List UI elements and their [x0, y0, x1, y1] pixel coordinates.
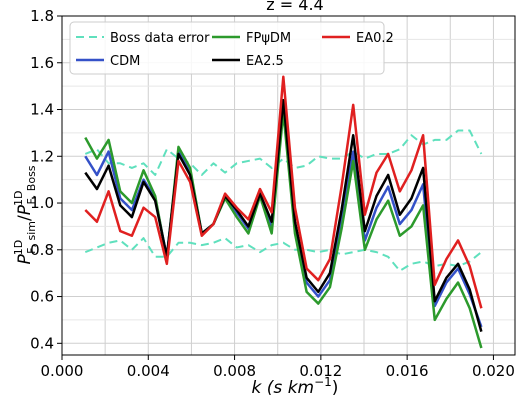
- y-tick-label: 1.4: [30, 101, 54, 119]
- legend-label: EA2.5: [246, 54, 284, 69]
- x-axis-label-post: ): [332, 378, 339, 398]
- y-axis-label-num-sub: F, sim: [25, 221, 38, 254]
- x-tick-label: 0.008: [213, 362, 256, 380]
- y-axis-label-den: P: [15, 204, 35, 215]
- series-line: [84, 237, 482, 272]
- y-tick-label: 1.2: [30, 147, 54, 165]
- x-tick-label: 0.016: [386, 362, 429, 380]
- y-tick-label: 0.8: [30, 241, 54, 259]
- legend-label: Boss data error: [110, 31, 210, 46]
- legend-label: FPψDM: [246, 31, 291, 46]
- y-axis-label-den-sub: F, Boss: [25, 165, 38, 204]
- legend-label: EA0.2: [356, 31, 394, 46]
- x-tick-label: 0.020: [472, 362, 515, 380]
- series-line: [84, 75, 483, 309]
- y-axis-label-num: P: [15, 254, 35, 265]
- x-axis-label-sup: −1: [314, 375, 332, 389]
- series-line: [84, 98, 483, 332]
- x-axis-label: k (s km−1): [252, 375, 339, 398]
- y-axis-label: P1DF, sim/P1DF, Boss: [12, 165, 38, 264]
- chart-title: z = 4.4: [266, 0, 323, 14]
- svg-text:P1DF, sim/P1DF, Boss: P1DF, sim/P1DF, Boss: [12, 165, 38, 264]
- y-axis-label-num-sup: 1D: [12, 240, 25, 255]
- y-tick-label: 0.4: [30, 334, 54, 352]
- legend-label: CDM: [110, 54, 140, 69]
- x-axis-label-pre: k (s km: [252, 378, 315, 398]
- legend-box: [69, 21, 385, 75]
- y-tick-label: 1.6: [30, 54, 54, 72]
- y-tick-label: 1.0: [30, 194, 54, 212]
- series-layer: [84, 75, 483, 349]
- y-tick-label: 0.6: [30, 288, 54, 306]
- legend: Boss data error CDM FPψDM EA2.5 EA0.2: [69, 21, 394, 75]
- series-line: [84, 129, 483, 176]
- x-tick-label: 0.004: [127, 362, 170, 380]
- ticks: 0.000 0.004 0.008 0.012 0.016 0.020 0.4 0.6 0.8 1…: [30, 7, 515, 380]
- y-axis-label-den-sup: 1D: [12, 191, 25, 206]
- plot-frame: [61, 15, 516, 356]
- x-tick-label: 0.012: [299, 362, 342, 380]
- y-tick-label: 1.8: [30, 7, 54, 25]
- x-tick-label: 0.000: [41, 362, 84, 380]
